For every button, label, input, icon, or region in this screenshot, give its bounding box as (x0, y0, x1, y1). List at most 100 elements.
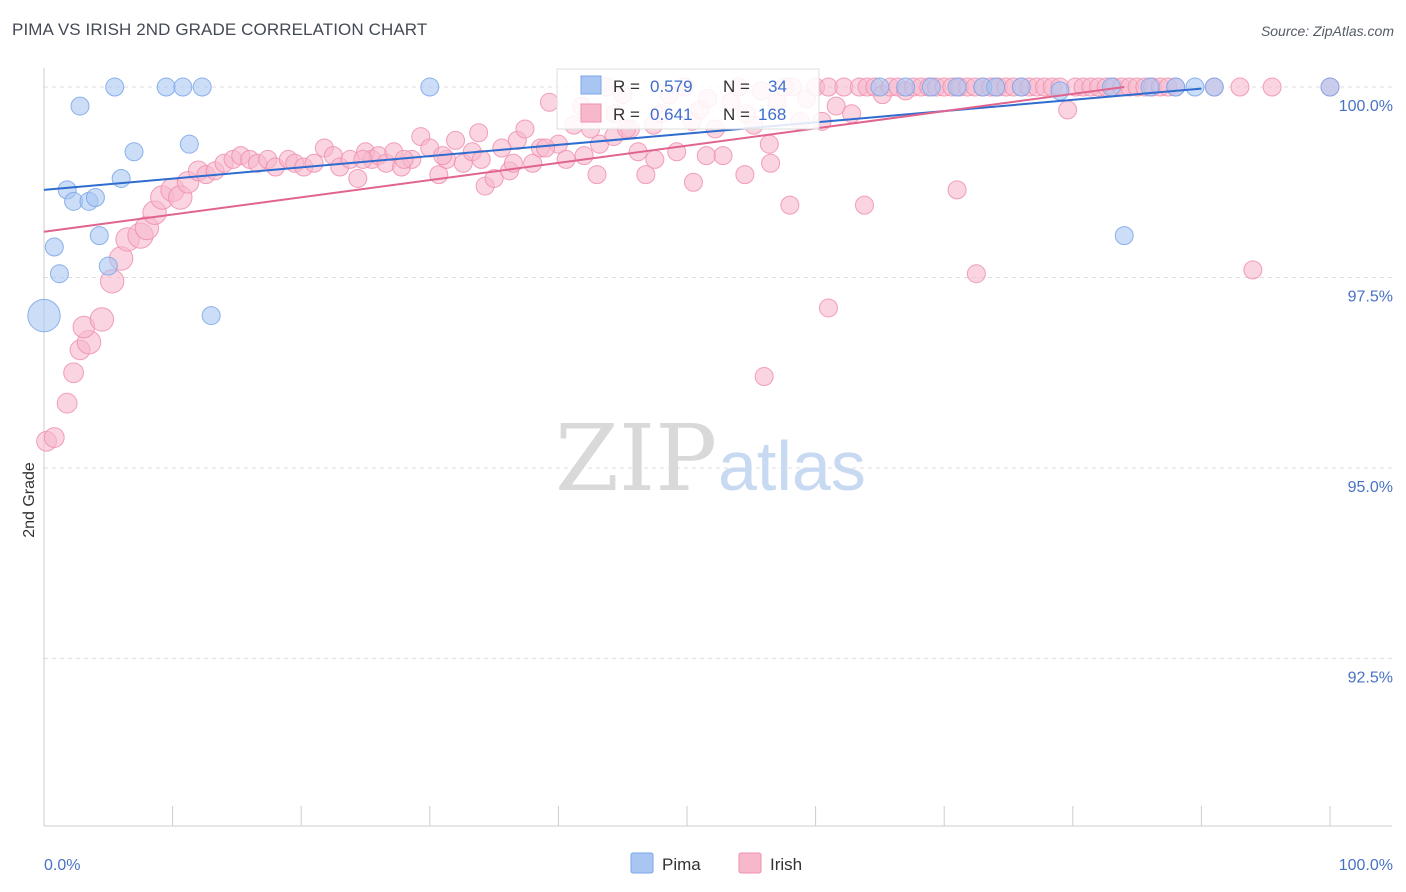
irish-trend-line (43, 86, 1125, 233)
irish-point (1230, 77, 1250, 97)
pima-point (173, 77, 193, 97)
pima-point (27, 298, 61, 333)
irish-point (1243, 260, 1263, 280)
x-tick-labels: 0.0% 100.0% (44, 857, 1393, 874)
watermark: ZIP atlas (555, 405, 866, 512)
pima-point (105, 77, 125, 97)
irish-point (947, 180, 967, 200)
pima-point (201, 306, 221, 326)
legend-swatch-pima (630, 852, 654, 874)
pima-trend-line (43, 87, 1202, 191)
watermark-atlas: atlas (718, 427, 866, 505)
stats-r-value-pima: 0.579 (650, 77, 693, 96)
stats-n-label-pima: N = (723, 77, 750, 96)
irish-point (761, 153, 781, 173)
irish-point (587, 165, 607, 185)
irish-point (683, 172, 703, 192)
y-axis-title: 2nd Grade (21, 462, 38, 538)
pima-point (947, 77, 967, 97)
irish-point (574, 146, 594, 166)
irish-point (818, 298, 838, 318)
irish-point (556, 149, 576, 169)
pima-point (85, 188, 105, 208)
gridlines (44, 86, 1392, 659)
pima-point (986, 77, 1006, 97)
stats-r-label-irish: R = (613, 105, 640, 124)
irish-point (348, 168, 368, 188)
irish-point (854, 195, 874, 215)
x-tick-label-min: 0.0% (44, 857, 80, 874)
legend-label-irish: Irish (770, 855, 802, 874)
irish-point (484, 168, 504, 188)
irish-point (645, 149, 665, 169)
source-credit: Source: ZipAtlas.com (1260, 23, 1394, 39)
pima-point (1166, 77, 1186, 97)
stats-swatch-irish (580, 103, 602, 123)
stats-swatch-pima (580, 75, 602, 95)
stats-n-value-irish: 168 (758, 105, 786, 124)
pima-point (1140, 77, 1160, 97)
pima-point (89, 226, 109, 246)
irish-point (1058, 100, 1078, 120)
pima-point (1011, 77, 1031, 97)
pima-point (98, 256, 118, 276)
pima-points (27, 77, 1340, 333)
stats-n-label-irish: N = (723, 105, 750, 124)
y-tick-label: 92.5% (1348, 669, 1393, 686)
irish-point (754, 367, 774, 387)
legend-label-pima: Pima (662, 855, 701, 874)
y-tick-label: 95.0% (1348, 479, 1393, 496)
pima-point (1320, 77, 1340, 97)
pima-point (111, 168, 131, 188)
irish-point (446, 130, 466, 150)
irish-point (759, 134, 779, 154)
irish-point (63, 362, 84, 384)
irish-point (353, 149, 373, 169)
irish-point (696, 146, 716, 166)
pima-point (124, 142, 144, 162)
y-tick-labels: 92.5% 95.0% 97.5% 100.0% (1339, 98, 1393, 686)
legend-swatch-irish (738, 852, 762, 874)
pima-point (192, 77, 212, 97)
irish-point (56, 392, 78, 414)
stats-r-value-irish: 0.641 (650, 105, 693, 124)
pima-point (1114, 226, 1134, 246)
stats-n-value-pima: 34 (768, 77, 787, 96)
irish-point (780, 195, 800, 215)
pima-point (1185, 77, 1205, 97)
irish-point (304, 153, 324, 173)
pima-point (921, 77, 941, 97)
pima-point (44, 237, 64, 257)
y-tick-label: 100.0% (1339, 98, 1393, 115)
stats-box: R = 0.579 N = 34 R = 0.641 N = 168 (556, 68, 820, 130)
watermark-zip: ZIP (555, 405, 717, 512)
pima-point (49, 264, 69, 284)
legend: Pima Irish (630, 852, 802, 874)
irish-point (966, 264, 986, 284)
irish-point (713, 146, 733, 166)
pima-point (156, 77, 176, 97)
irish-point (515, 119, 535, 139)
irish-point (471, 149, 491, 169)
pima-point (896, 77, 916, 97)
irish-point (735, 165, 755, 185)
irish-point (539, 92, 559, 112)
pima-point (70, 96, 90, 116)
irish-point (536, 138, 556, 158)
trend-lines (43, 86, 1202, 233)
irish-point (636, 165, 656, 185)
chart-title: PIMA VS IRISH 2ND GRADE CORRELATION CHAR… (12, 20, 428, 39)
irish-point (1262, 77, 1282, 97)
irish-point (89, 307, 115, 332)
stats-r-label-pima: R = (613, 77, 640, 96)
pima-point (1204, 77, 1224, 97)
pima-point (179, 134, 199, 154)
irish-point (43, 427, 65, 448)
irish-point (469, 123, 489, 143)
x-tick-label-max: 100.0% (1339, 857, 1393, 874)
irish-point (492, 138, 512, 158)
pima-point (870, 77, 890, 97)
y-tick-label: 97.5% (1348, 288, 1393, 305)
irish-point (826, 96, 846, 116)
